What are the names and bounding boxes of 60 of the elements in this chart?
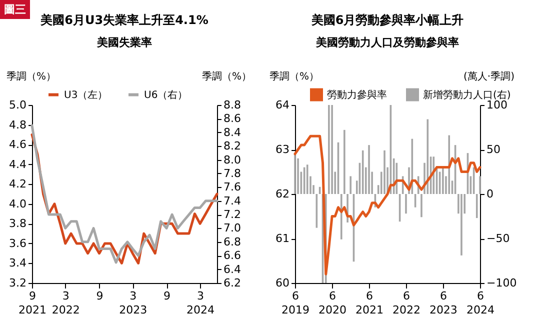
y2-tick-label: 7.0 — [224, 222, 241, 235]
x-tick-label: 6 2019 — [282, 290, 310, 316]
x-tick-label: 3 2024 — [186, 290, 215, 316]
y-tick-label: 64 — [276, 98, 290, 112]
x-tick-label: 6 2023 — [429, 290, 458, 316]
x-tick-label: 6 2022 — [392, 290, 420, 316]
x-tick-label: 3 2023 — [119, 290, 148, 316]
chart-subtitle: 美國勞動力人口及勞動參與率 — [315, 36, 459, 49]
y2-tick-label: 7.2 — [224, 208, 241, 222]
legend-label: U6（右） — [144, 90, 188, 101]
y-tick-label: 4.8 — [9, 118, 26, 132]
x-tick-label: 6 2020 — [318, 290, 347, 316]
x-tick-label: 6 2024 — [466, 290, 494, 316]
y-tick-label: 3.8 — [9, 217, 26, 230]
y2-tick-label: 50 — [486, 143, 500, 156]
y2-tick-label: 7.4 — [224, 194, 241, 208]
y2-tick-label: 6.4 — [224, 262, 241, 276]
y-tick-label: 62 — [276, 188, 290, 200]
y2-tick-label: 8.6 — [224, 112, 241, 126]
x-tick-label: 3 2022 — [52, 290, 80, 316]
x-tick-label: 6 2021 — [356, 290, 384, 316]
y2-tick-label: −50 — [486, 232, 510, 245]
y-tick-label: 61 — [276, 232, 290, 245]
chart-title: 美國6月U3失業率上升至4.1% — [40, 13, 208, 27]
y-tick-label: 4.6 — [9, 138, 26, 152]
text: 圖三 — [0, 0, 30, 19]
legend-label: 新增勞動力人口(右) — [423, 88, 511, 101]
y2-tick-label: 7.6 — [224, 180, 241, 194]
y-tick-label: 3.4 — [9, 256, 26, 270]
y2-tick-label: 0 — [486, 188, 494, 200]
y-tick-label: 63 — [276, 143, 290, 156]
y-tick-label: 3.2 — [9, 276, 26, 290]
y-tick-label: 4.4 — [9, 158, 26, 171]
x-tick-label: 9 — [96, 290, 104, 302]
y2-axis-title: 季調（%） — [202, 70, 252, 82]
y2-tick-label: 7.8 — [224, 166, 241, 180]
y2-tick-label: 100 — [486, 98, 508, 112]
y2-tick-label: −100 — [486, 276, 517, 290]
line-series — [294, 134, 482, 276]
legend-label: U3（左） — [64, 88, 108, 101]
y-tick-label: 3.6 — [9, 236, 26, 250]
y-axis-title: 季調（%） — [6, 70, 56, 82]
y2-axis-title: (萬人·季調) — [464, 70, 515, 82]
x-tick-label: 9 — [164, 290, 171, 302]
chart-subtitle: 美國失業率 — [96, 36, 152, 49]
legend-label: 勞動力參與率 — [327, 88, 387, 101]
y-tick-label: 4.0 — [9, 197, 26, 210]
y2-tick-label: 6.2 — [224, 276, 241, 290]
y2-tick-label: 8.0 — [224, 153, 241, 166]
y-axis-title: 季調（%） — [270, 70, 320, 82]
y2-tick-label: 8.8 — [224, 98, 241, 112]
y2-tick-label: 8.4 — [224, 126, 241, 139]
y2-tick-label: 6.6 — [224, 249, 241, 262]
x-tick-label: 9 2021 — [18, 290, 46, 316]
y2-tick-label: 8.2 — [224, 140, 241, 153]
y-tick-label: 60 — [276, 276, 290, 290]
chart-title: 美國6月勞動參與率小幅上升 — [310, 13, 464, 27]
y-tick-label: 4.2 — [9, 178, 26, 191]
y-tick-label: 5.0 — [9, 98, 26, 112]
y2-tick-label: 6.8 — [224, 235, 241, 248]
